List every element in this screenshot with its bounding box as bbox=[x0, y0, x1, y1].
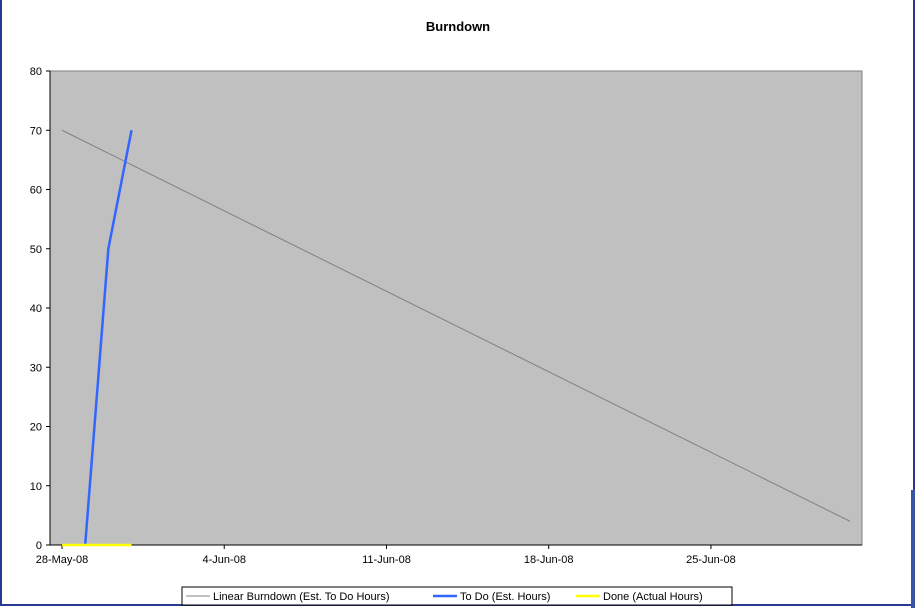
series-line-2 bbox=[83, 130, 133, 546]
x-axis-ticks: 28-May-08 4-Jun-08 11-Jun-08 18-Jun-08 25-Ju… bbox=[36, 545, 736, 566]
y-tick-label: 20 bbox=[30, 422, 42, 434]
legend-label-3: Done (Actual Hours) bbox=[603, 591, 703, 603]
y-tick-label: 70 bbox=[30, 125, 42, 137]
series-layer bbox=[61, 129, 851, 547]
legend-label-1: Linear Burndown (Est. To Do Hours) bbox=[213, 591, 390, 603]
y-tick-label: 0 bbox=[36, 540, 42, 552]
y-tick-label: 10 bbox=[30, 481, 42, 493]
y-tick-label: 60 bbox=[30, 185, 42, 197]
plot-area bbox=[49, 70, 863, 546]
series-line-1 bbox=[61, 129, 851, 522]
y-tick-label: 80 bbox=[30, 66, 42, 78]
y-tick-label: 50 bbox=[30, 244, 42, 256]
y-tick-label: 40 bbox=[30, 303, 42, 315]
chart-title: Burndown bbox=[426, 19, 490, 34]
x-tick-label: 11-Jun-08 bbox=[362, 554, 411, 566]
x-tick-label: 25-Jun-08 bbox=[686, 554, 736, 566]
x-tick-label: 28-May-08 bbox=[36, 554, 89, 566]
y-tick-label: 30 bbox=[30, 362, 42, 374]
x-tick-label: 18-Jun-08 bbox=[524, 554, 574, 566]
legend: Linear Burndown (Est. To Do Hours) To Do … bbox=[181, 586, 733, 606]
legend-label-2: To Do (Est. Hours) bbox=[460, 591, 550, 603]
y-axis-ticks: 0 10 20 30 40 50 60 70 80 bbox=[30, 66, 50, 552]
x-tick-label: 4-Jun-08 bbox=[203, 554, 246, 566]
window-edge-tab bbox=[911, 490, 915, 608]
